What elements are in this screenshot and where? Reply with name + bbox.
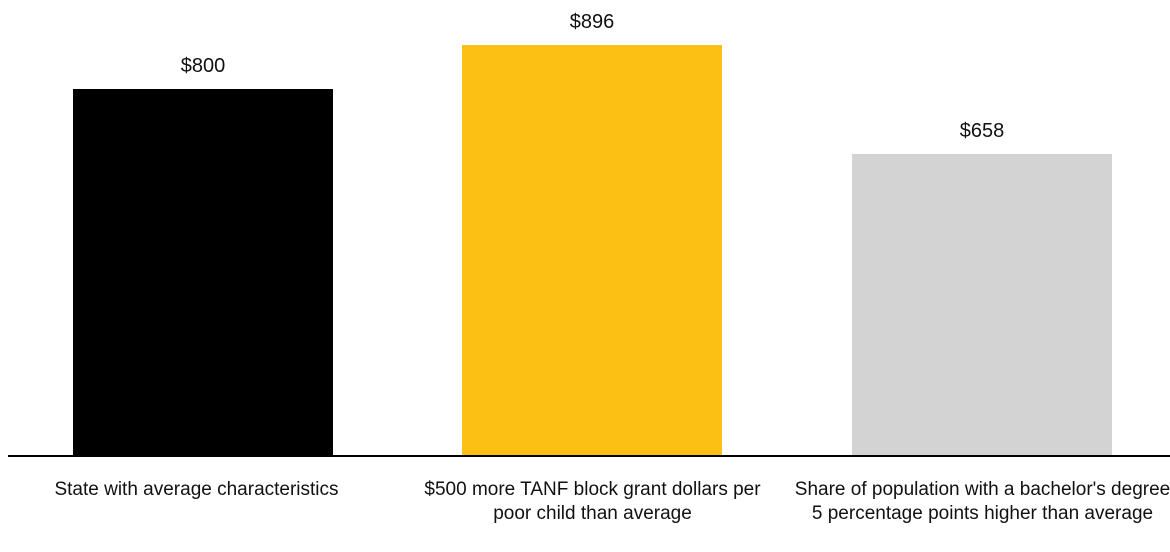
category-label-2: $500 more TANF block grant dollars per p… [424, 479, 761, 524]
bar-3 [852, 153, 1112, 455]
bar-2 [462, 45, 722, 456]
value-label-3: $658 [960, 120, 1005, 142]
value-label-2: $896 [570, 11, 615, 33]
bar-1 [73, 89, 333, 455]
value-label-1: $800 [181, 55, 226, 77]
category-label-3: Share of population with a bachelor's de… [794, 479, 1170, 524]
category-label-1: State with average characteristics [54, 479, 339, 500]
